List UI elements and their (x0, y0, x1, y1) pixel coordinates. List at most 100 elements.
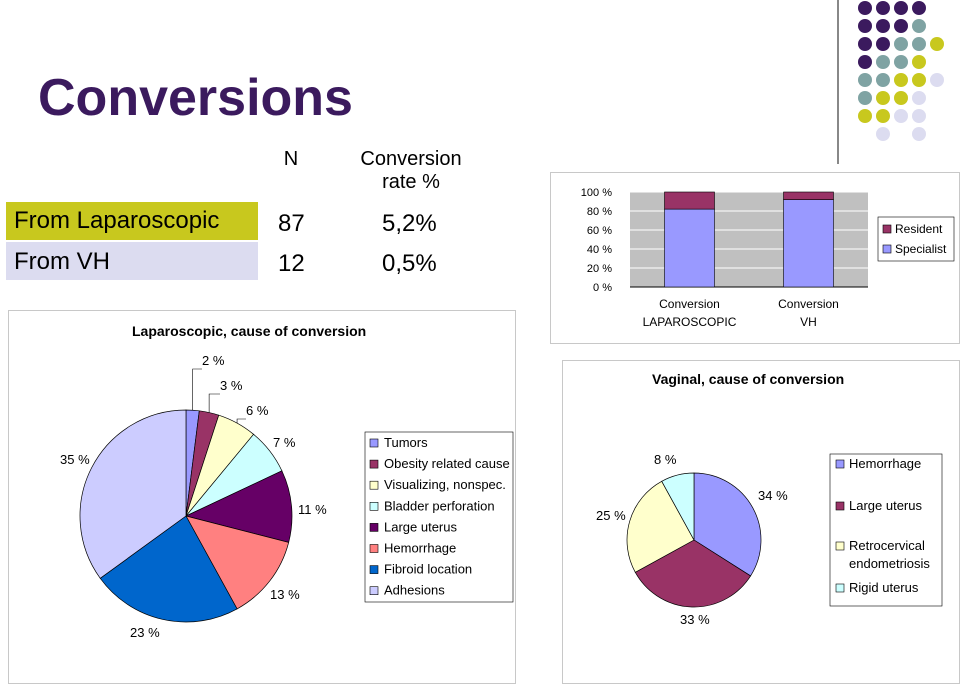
y-tick-label: 20 % (587, 263, 612, 275)
vag-legend-label: Large uterus (849, 498, 922, 513)
lap-legend-label: Visualizing, nonspec. (384, 477, 506, 492)
decor-dot (876, 1, 890, 15)
decor-dot (894, 109, 908, 123)
bar-resident-0 (664, 191, 715, 210)
lap-legend-label: Bladder perforation (384, 498, 495, 513)
decor-dot (912, 73, 926, 87)
decor-dot (912, 127, 926, 141)
lap-value-label: 35 % (60, 452, 90, 467)
decor-dot (912, 91, 926, 105)
lap-value-label: 7 % (273, 435, 296, 450)
row-n-laparoscopic: 87 (278, 210, 305, 237)
bar-specialist-1 (783, 199, 834, 288)
vag-slice-0 (693, 472, 762, 577)
legend-swatch (882, 224, 892, 234)
row-band-vh (6, 242, 258, 280)
lap-slice-4 (184, 470, 293, 543)
vag-legend-swatch (835, 583, 845, 593)
vag-pie-title: Vaginal, cause of conversion (652, 371, 844, 387)
row-rate-laparoscopic: 5,2% (382, 210, 437, 237)
lap-legend-label: Obesity related cause (384, 456, 510, 471)
decor-dot (912, 37, 926, 51)
vag-value-label: 33 % (680, 612, 710, 627)
vag-legend-swatch (835, 501, 845, 511)
decor-dot (858, 91, 872, 105)
legend-swatch (882, 244, 892, 254)
lap-slice-5 (185, 515, 290, 610)
lap-legend-swatch (369, 459, 379, 469)
row-n-vh: 12 (278, 250, 305, 277)
row-rate-vh: 0,5% (382, 250, 437, 277)
vag-legend-label: endometriosis (849, 556, 930, 571)
decor-dot (894, 55, 908, 69)
lap-legend-label: Tumors (384, 435, 428, 450)
bar-specialist-0 (664, 208, 715, 288)
lap-value-label: 6 % (246, 403, 269, 418)
lap-slice-6 (99, 515, 238, 623)
x-tick-label: VH (800, 315, 817, 329)
decor-dot (894, 91, 908, 105)
decor-dot (894, 19, 908, 33)
bar-resident-1 (783, 191, 834, 200)
vag-slice-3 (661, 472, 695, 541)
lap-legend-swatch (369, 438, 379, 448)
decor-dot (894, 37, 908, 51)
decor-dot (858, 19, 872, 33)
decor-dot (876, 109, 890, 123)
lap-legend-swatch (369, 586, 379, 596)
lap-legend-label: Fibroid location (384, 562, 472, 577)
legend-label: Specialist (895, 242, 947, 256)
lap-pie-title: Laparoscopic, cause of conversion (132, 323, 366, 339)
col-header-n: N (283, 148, 299, 170)
page-title: Conversions (38, 69, 353, 127)
vag-value-label: 8 % (654, 452, 677, 467)
x-tick-label: Conversion (659, 297, 720, 311)
x-tick-label: Conversion (778, 297, 839, 311)
decor-dot (894, 1, 908, 15)
decor-dot (858, 1, 872, 15)
vag-legend-box (829, 453, 943, 607)
vag-value-label: 25 % (596, 508, 626, 523)
lap-value-label: 13 % (270, 587, 300, 602)
vag-legend-label: Retrocervical (849, 538, 925, 553)
decor-dot-grid (837, 0, 944, 164)
row-label-vh: From VH (14, 248, 110, 275)
y-tick-label: 80 % (587, 206, 612, 218)
x-tick-label: LAPAROSCOPIC (643, 315, 737, 329)
col-header-rate: Conversion rate % (360, 148, 462, 193)
leader-line (192, 368, 202, 411)
decor-dot (876, 73, 890, 87)
decor-dot (858, 55, 872, 69)
decor-dot (912, 19, 926, 33)
vag-legend-label: Rigid uterus (849, 580, 919, 595)
vag-legend-swatch (835, 541, 845, 551)
decor-dot (858, 37, 872, 51)
y-tick-label: 100 % (581, 187, 612, 199)
decor-dot (912, 55, 926, 69)
vag-pie-chart: Vaginal, cause of conversion 34 % 33 % 25 %… (596, 371, 943, 627)
y-tick-label: 40 % (587, 244, 612, 256)
legend-box (877, 216, 955, 262)
decor-dot (858, 73, 872, 87)
vag-legend-label: Hemorrhage (849, 456, 921, 471)
decor-dot (858, 109, 872, 123)
lap-legend-swatch (369, 502, 379, 511)
decor-dot (912, 1, 926, 15)
decor-dot (930, 37, 944, 51)
lap-legend-swatch (369, 565, 379, 574)
lap-legend-swatch (369, 544, 379, 553)
decor-dot (876, 91, 890, 105)
leader-line (208, 393, 220, 413)
lap-legend-label: Hemorrhage (384, 541, 456, 556)
lap-legend-label: Large uterus (384, 519, 457, 534)
vag-legend-swatch (835, 459, 845, 469)
row-label-laparoscopic: From Laparoscopic (14, 207, 220, 234)
legend-label: Resident (895, 222, 943, 236)
lap-legend-box (364, 431, 514, 603)
decor-dot (894, 73, 908, 87)
row-band-laparoscopic (6, 202, 258, 240)
leader-line (236, 418, 246, 424)
decor-dot (912, 109, 926, 123)
lap-legend-swatch (369, 480, 379, 490)
vag-value-label: 34 % (758, 488, 788, 503)
